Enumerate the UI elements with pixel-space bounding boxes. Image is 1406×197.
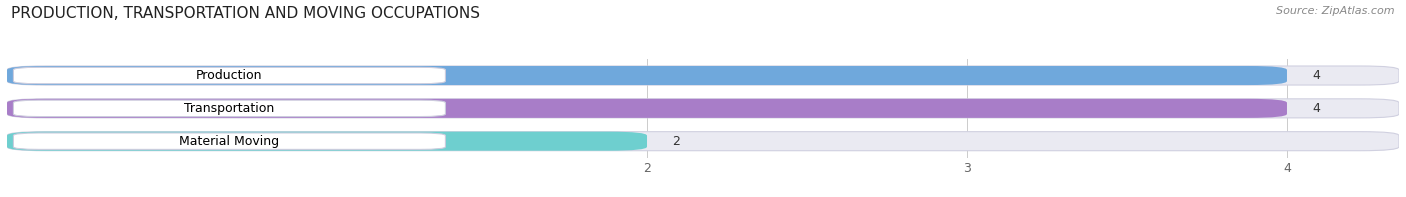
Text: Transportation: Transportation [184,102,274,115]
Text: Material Moving: Material Moving [180,135,280,148]
FancyBboxPatch shape [7,99,1286,118]
Text: 4: 4 [1313,102,1320,115]
FancyBboxPatch shape [14,100,446,117]
FancyBboxPatch shape [14,133,446,149]
Text: Source: ZipAtlas.com: Source: ZipAtlas.com [1277,6,1395,16]
Text: Production: Production [197,69,263,82]
FancyBboxPatch shape [7,66,1286,85]
FancyBboxPatch shape [7,132,1399,151]
Text: 2: 2 [672,135,681,148]
FancyBboxPatch shape [7,99,1399,118]
FancyBboxPatch shape [14,67,446,84]
Text: PRODUCTION, TRANSPORTATION AND MOVING OCCUPATIONS: PRODUCTION, TRANSPORTATION AND MOVING OC… [11,6,481,21]
FancyBboxPatch shape [7,66,1399,85]
Text: 4: 4 [1313,69,1320,82]
FancyBboxPatch shape [7,132,647,151]
